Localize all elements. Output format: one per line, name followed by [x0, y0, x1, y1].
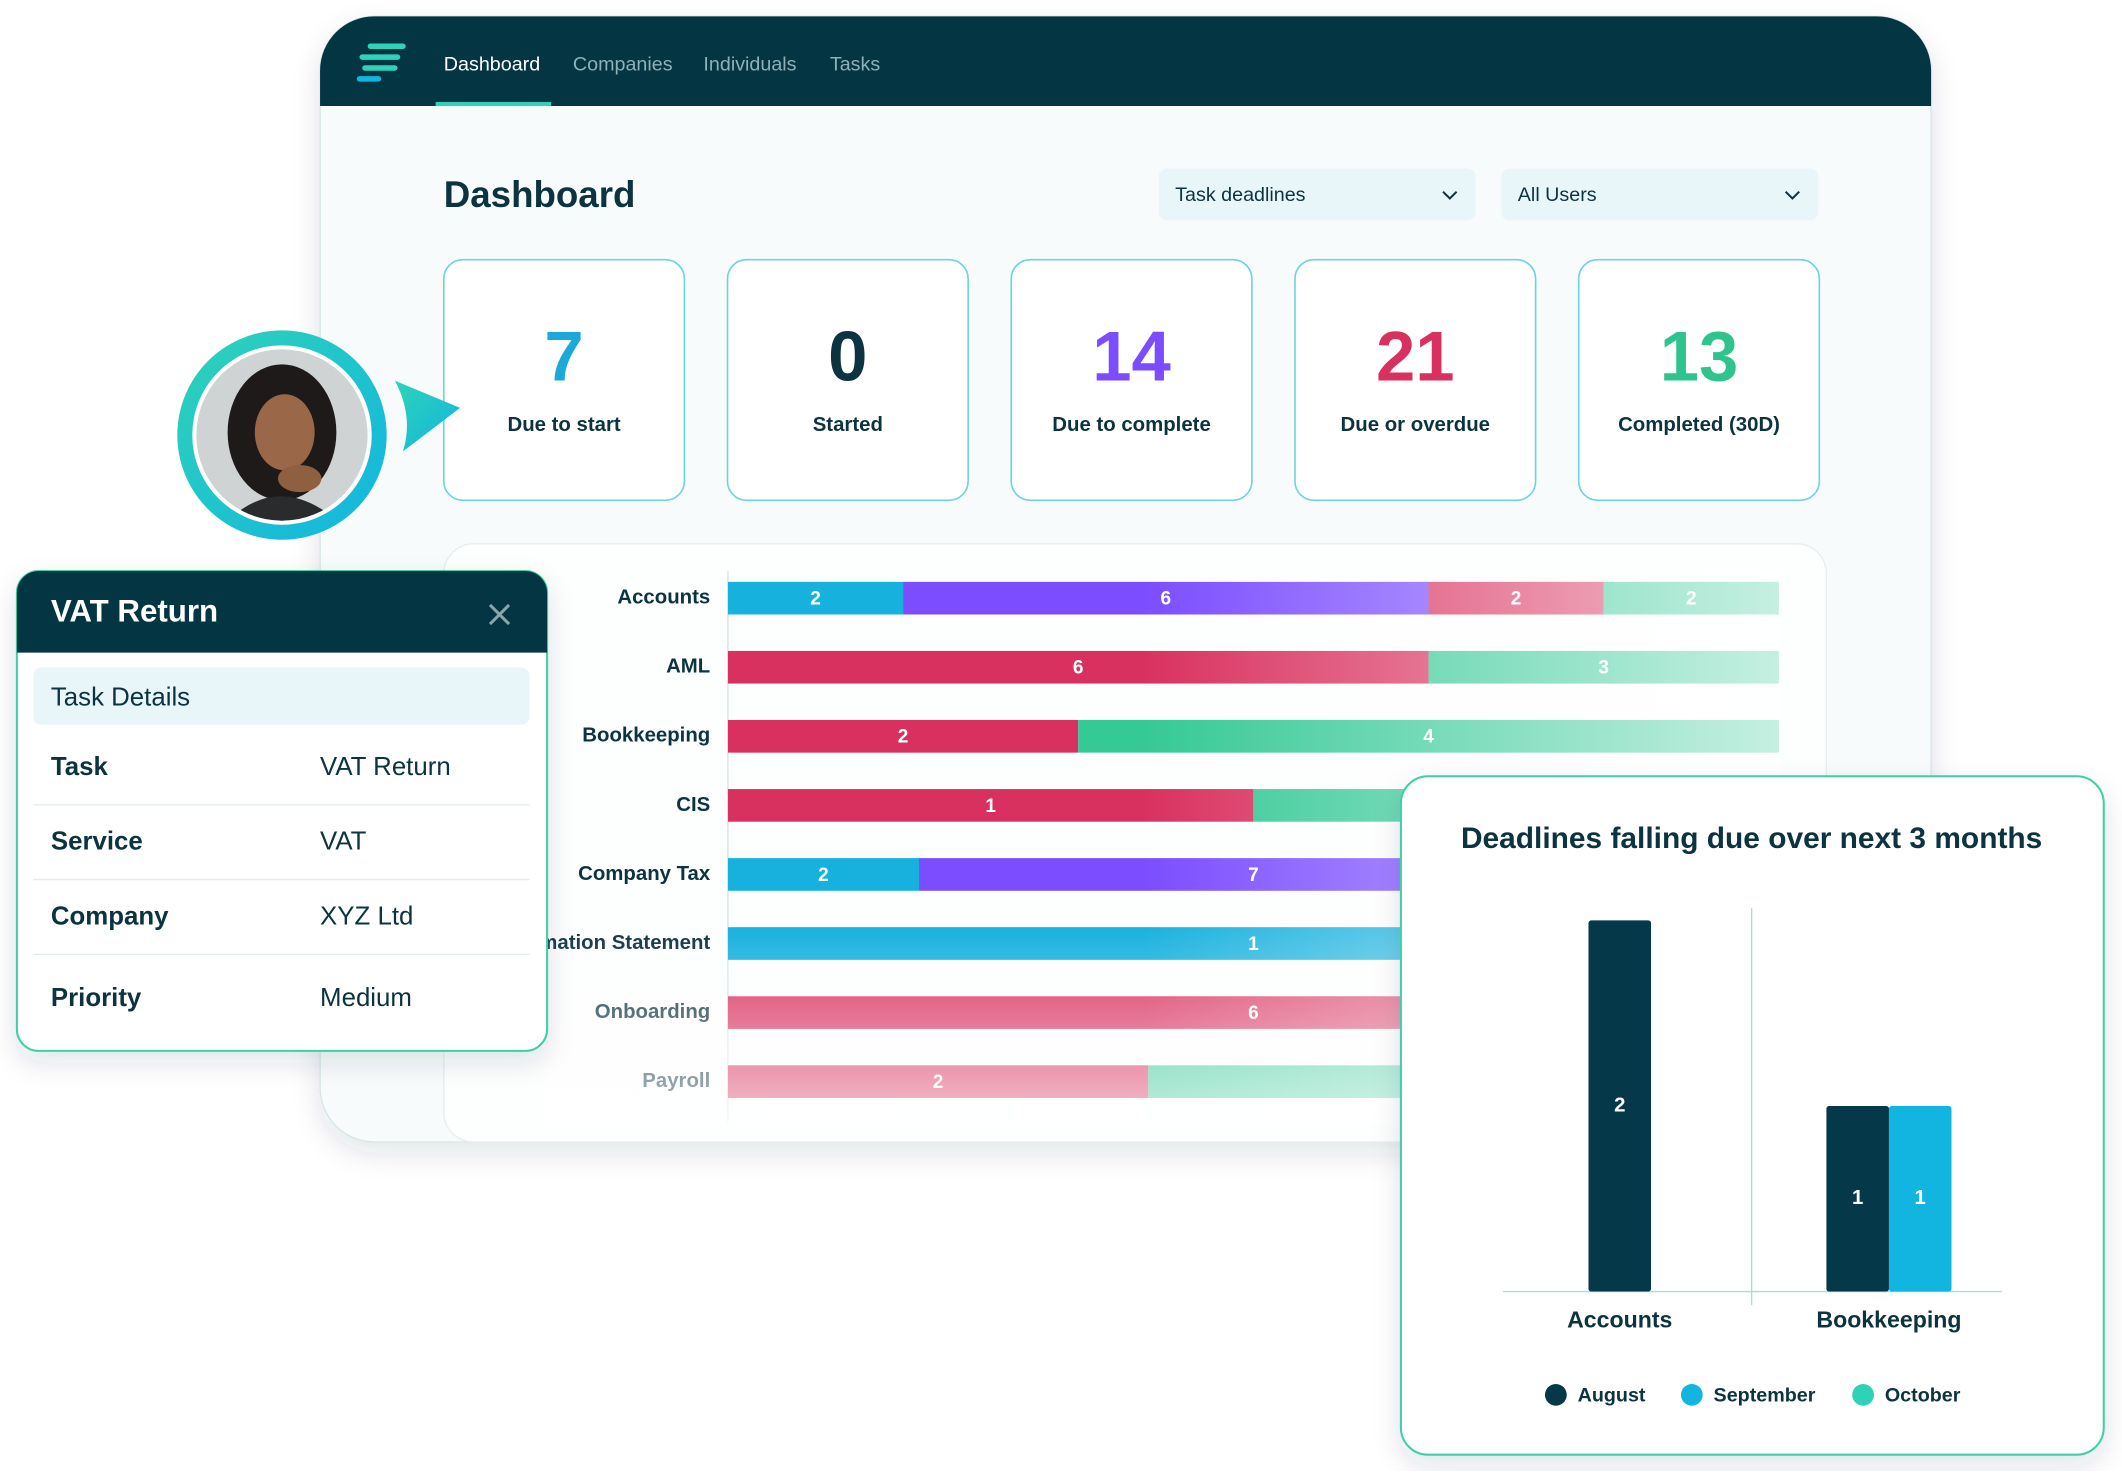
stat-label: Completed (30D) — [1618, 414, 1780, 436]
close-button[interactable] — [488, 603, 511, 626]
dropdown[interactable] — [1501, 168, 1819, 221]
panel-title: VAT Return — [51, 593, 218, 628]
legend-marker — [1544, 1383, 1567, 1406]
category-label: AML — [666, 656, 710, 678]
stat-label: Due or overdue — [1341, 414, 1490, 436]
pointer — [394, 380, 461, 452]
stat-value: 21 — [1376, 316, 1455, 395]
field-label: Company — [51, 903, 169, 931]
bar — [1888, 1105, 1952, 1292]
stat-card[interactable] — [1294, 258, 1537, 502]
stat-label: Due to start — [507, 414, 620, 436]
chevron[interactable] — [1784, 190, 1800, 200]
panel-header — [16, 570, 548, 653]
nav-active-underline — [435, 101, 552, 107]
bar-segment — [727, 581, 904, 615]
dropdown[interactable] — [1158, 168, 1476, 221]
stat-label: Started — [813, 414, 883, 436]
stat-label: Due to complete — [1052, 414, 1211, 436]
nav-item[interactable]: Dashboard — [444, 53, 540, 75]
chart-title: Deadlines falling due over next 3 months — [1461, 822, 2042, 855]
stat-card[interactable] — [442, 258, 686, 502]
nav-item[interactable]: Individuals — [703, 53, 796, 75]
category-label: Bookkeeping — [582, 725, 710, 747]
avatar-photo — [196, 349, 368, 521]
segment-label: 1 — [985, 796, 996, 817]
bar-segment — [727, 858, 919, 891]
legend-marker — [1852, 1383, 1874, 1406]
bar — [1588, 920, 1652, 1292]
legend-label: August — [1578, 1384, 1646, 1406]
bar-label: 1 — [1915, 1187, 1926, 1209]
section-title: Task Details — [51, 684, 190, 712]
stat-value: 14 — [1092, 316, 1171, 395]
segment-label: 6 — [1073, 658, 1084, 679]
dropdown-label[interactable]: All Users — [1518, 184, 1597, 206]
legend-label: September — [1714, 1384, 1816, 1406]
stat-card[interactable] — [726, 258, 969, 502]
bar-label: 1 — [1852, 1187, 1863, 1209]
segment-label: 2 — [818, 865, 829, 886]
task-panel: VAT Return Task Details Task VAT Return Se… — [15, 569, 549, 1052]
stat-value: 0 — [828, 316, 867, 395]
segment-label: 2 — [810, 589, 821, 610]
bar — [1826, 1105, 1889, 1292]
field-value: Medium — [320, 984, 412, 1012]
dropdown-label[interactable]: Task deadlines — [1175, 184, 1305, 206]
bar-label: 2 — [1614, 1094, 1625, 1116]
segment-label: 2 — [898, 727, 909, 748]
field-value: XYZ Ltd — [320, 903, 413, 931]
stat-value: 7 — [544, 316, 583, 395]
x-tick-label: Accounts — [1567, 1307, 1672, 1333]
field-label: Task — [51, 753, 109, 781]
category-label: Accounts — [617, 587, 710, 609]
category-label: CIS — [676, 794, 710, 816]
bar-segment — [727, 720, 1079, 753]
avatar — [177, 330, 461, 540]
field-label: Priority — [51, 984, 142, 1012]
top-nav — [320, 16, 1932, 107]
stat-value: 13 — [1660, 316, 1739, 395]
stat-card[interactable] — [1010, 258, 1253, 502]
legend-label: October — [1885, 1384, 1961, 1406]
field-value: VAT Return — [320, 753, 451, 781]
field-value: VAT — [320, 828, 367, 856]
page-title: Dashboard — [444, 174, 636, 215]
category-label: Company Tax — [578, 863, 711, 885]
chevron[interactable] — [1442, 190, 1458, 200]
x-tick-label: Bookkeeping — [1816, 1307, 1961, 1333]
section-band — [33, 667, 530, 725]
stat-card[interactable] — [1577, 258, 1821, 502]
deadline-chart: Deadlines falling due over next 3 months… — [1399, 775, 2105, 1456]
nav-item[interactable]: Companies — [573, 53, 673, 75]
nav-item[interactable]: Tasks — [830, 53, 881, 75]
legend-marker — [1680, 1383, 1703, 1406]
field-label: Service — [51, 828, 143, 856]
logo[interactable] — [356, 43, 406, 82]
